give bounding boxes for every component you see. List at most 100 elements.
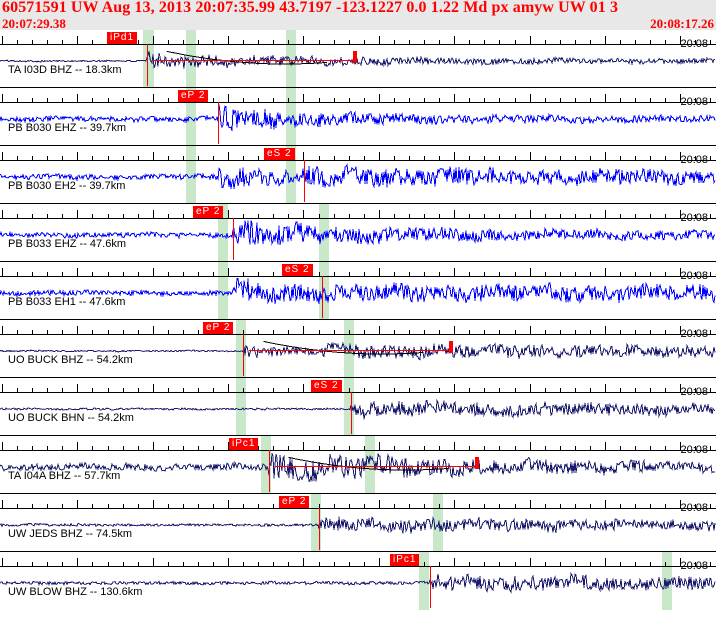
axis-tick — [17, 98, 18, 103]
panel-divider — [0, 145, 716, 146]
phase-pick-line[interactable] — [322, 276, 323, 318]
trace-label: PB B030 EHZ -- 39.7km — [8, 122, 126, 134]
phase-pick-label[interactable]: eS 2 — [282, 264, 313, 276]
phase-pick-label[interactable]: eS 2 — [311, 380, 342, 392]
axis-tick — [650, 562, 651, 567]
axis-tick — [138, 214, 139, 219]
axis-tick — [439, 98, 440, 103]
trace-panel[interactable]: 20:08 eP 2 UO BUCK BHZ -- 54.2km — [0, 320, 716, 378]
axis-tick — [364, 156, 365, 161]
axis-tick — [198, 330, 199, 335]
axis-tick — [665, 40, 666, 45]
axis-tick — [62, 40, 63, 45]
axis-tick — [454, 152, 455, 161]
axis-tick — [424, 504, 425, 509]
axis-tick — [183, 388, 184, 393]
phase-pick-line[interactable] — [243, 334, 244, 376]
axis-tick — [273, 330, 274, 335]
axis-tick — [424, 214, 425, 219]
axis-tick — [153, 152, 154, 161]
axis-tick — [213, 40, 214, 45]
axis-tick — [590, 330, 591, 335]
phase-pick-line[interactable] — [304, 160, 305, 202]
axis-tick — [545, 388, 546, 393]
amplitude-marker[interactable] — [475, 456, 479, 470]
axis-tick — [545, 156, 546, 161]
trace-panel[interactable]: 20:08 iPc1 UW BLOW BHZ -- 130.6km — [0, 552, 716, 610]
amplitude-marker[interactable] — [449, 340, 453, 354]
phase-pick-line[interactable] — [233, 218, 234, 260]
axis-tick — [530, 442, 531, 451]
axis-tick — [62, 272, 63, 277]
axis-tick — [273, 98, 274, 103]
trace-panel[interactable]: 20:08 eS 2 PB B033 EH1 -- 47.6km — [0, 262, 716, 320]
phase-pick-line[interactable] — [269, 450, 270, 492]
axis-tick — [77, 94, 78, 103]
axis-tick — [484, 562, 485, 567]
axis-tick — [138, 562, 139, 567]
phase-pick-line[interactable] — [218, 102, 219, 144]
axis-tick — [560, 330, 561, 335]
axis-tick — [47, 214, 48, 219]
amplitude-marker[interactable] — [353, 50, 357, 64]
axis-tick — [213, 562, 214, 567]
axis-tick — [695, 98, 696, 103]
trace-panel[interactable]: 20:08 eS 2 PB B030 EH2 -- 39.7km — [0, 146, 716, 204]
phase-pick-label[interactable]: eP 2 — [178, 90, 209, 102]
axis-tick — [108, 562, 109, 567]
phase-pick-label[interactable]: eP 2 — [193, 206, 224, 218]
panel-divider — [0, 493, 716, 494]
axis-tick — [2, 500, 3, 509]
axis-tick — [515, 156, 516, 161]
phase-pick-line[interactable] — [430, 566, 431, 608]
axis-tick — [515, 272, 516, 277]
coda-decay-curve — [263, 340, 424, 355]
axis-tick — [469, 214, 470, 219]
waveform-trace — [0, 398, 716, 420]
axis-tick — [590, 504, 591, 509]
axis-tick — [258, 562, 259, 567]
phase-pick-line[interactable] — [147, 44, 148, 86]
axis-tick — [454, 442, 455, 451]
trace-panel[interactable]: 20:08 eP 2 UW JEDS BHZ -- 74.5km — [0, 494, 716, 552]
coda-window-band — [261, 436, 272, 494]
phase-pick-label[interactable]: iPc1 — [390, 554, 420, 566]
axis-tick — [228, 36, 229, 45]
coda-window-band — [186, 88, 197, 146]
axis-tick — [680, 210, 681, 219]
axis-tick — [530, 268, 531, 277]
phase-pick-label[interactable]: eP 2 — [279, 496, 310, 508]
axis-tick — [319, 214, 320, 219]
axis-tick — [47, 504, 48, 509]
axis-tick — [469, 272, 470, 277]
trace-label: UW BLOW BHZ -- 130.6km — [8, 586, 143, 598]
axis-tick — [530, 152, 531, 161]
axis-tick — [32, 446, 33, 451]
trace-panel[interactable]: 20:08 eP 2 PB B033 EHZ -- 47.6km — [0, 204, 716, 262]
axis-tick — [364, 504, 365, 509]
phase-pick-label[interactable]: iPc1 — [229, 438, 259, 450]
trace-panel[interactable]: 20:08 eP 2 PB B030 EHZ -- 39.7km — [0, 88, 716, 146]
phase-pick-label[interactable]: eP 2 — [203, 322, 234, 334]
axis-tick — [288, 388, 289, 393]
phase-pick-label[interactable]: iPd1 — [107, 32, 138, 44]
axis-tick — [515, 388, 516, 393]
trace-panel[interactable]: 20:08 iPd1 TA I03D BHZ -- 18.3km — [0, 30, 716, 88]
coda-window-band — [365, 436, 376, 494]
axis-tick — [454, 94, 455, 103]
axis-tick — [123, 504, 124, 509]
axis-tick — [108, 504, 109, 509]
phase-pick-label[interactable]: eS 2 — [264, 148, 295, 160]
axis-tick — [695, 156, 696, 161]
phase-pick-line[interactable] — [351, 392, 352, 434]
trace-panel[interactable]: 20:08 iPc1 TA I04A BHZ -- 57.7km — [0, 436, 716, 494]
trace-label: UW JEDS BHZ -- 74.5km — [8, 528, 133, 540]
axis-tick — [635, 272, 636, 277]
trace-panel[interactable]: 20:08 eS 2 UO BUCK BHN -- 54.2km — [0, 378, 716, 436]
axis-tick — [650, 446, 651, 451]
phase-pick-line[interactable] — [319, 508, 320, 550]
axis-tick — [665, 330, 666, 335]
axis-tick — [545, 98, 546, 103]
axis-tick — [710, 156, 711, 161]
